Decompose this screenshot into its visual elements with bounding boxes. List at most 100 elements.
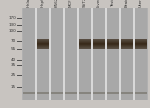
Bar: [51, 8, 63, 100]
Bar: [107, 45, 119, 46]
Text: Testis: Testis: [111, 0, 115, 7]
Bar: [121, 45, 133, 46]
Bar: [37, 45, 49, 46]
Bar: [37, 92, 49, 94]
Bar: [79, 40, 91, 41]
Text: 55: 55: [11, 47, 16, 51]
Bar: [121, 41, 133, 42]
Bar: [37, 42, 49, 43]
Bar: [105, 8, 107, 100]
Bar: [37, 47, 49, 48]
Bar: [79, 8, 91, 100]
Bar: [37, 45, 49, 46]
Bar: [63, 8, 65, 100]
Bar: [121, 47, 133, 48]
Bar: [135, 39, 147, 40]
Bar: [107, 43, 119, 44]
Bar: [107, 46, 119, 47]
Bar: [93, 8, 105, 100]
Bar: [37, 46, 49, 47]
Bar: [107, 40, 119, 41]
Bar: [135, 45, 147, 46]
Bar: [107, 39, 119, 40]
Bar: [79, 48, 91, 49]
Bar: [37, 8, 49, 100]
Bar: [23, 8, 35, 100]
Bar: [77, 8, 79, 100]
Bar: [93, 39, 105, 40]
Bar: [107, 48, 119, 49]
Bar: [107, 44, 119, 45]
Bar: [107, 8, 119, 100]
Bar: [121, 41, 133, 42]
Bar: [107, 92, 119, 94]
Bar: [107, 41, 119, 42]
Bar: [37, 40, 49, 41]
Bar: [79, 92, 91, 94]
Bar: [135, 41, 147, 42]
Bar: [135, 47, 147, 48]
Bar: [135, 40, 147, 41]
Bar: [107, 41, 119, 42]
Bar: [79, 43, 91, 44]
Bar: [135, 46, 147, 47]
Text: 15: 15: [11, 85, 16, 89]
Bar: [37, 41, 49, 42]
Bar: [37, 43, 49, 44]
Bar: [79, 44, 91, 45]
Bar: [65, 8, 77, 100]
Text: 25: 25: [11, 73, 16, 77]
Bar: [135, 42, 147, 43]
Bar: [79, 45, 91, 46]
Bar: [93, 46, 105, 47]
Text: 100: 100: [8, 29, 16, 33]
Text: MCF7: MCF7: [69, 0, 73, 7]
Bar: [121, 44, 133, 45]
Bar: [135, 45, 147, 46]
Bar: [91, 8, 93, 100]
Bar: [121, 43, 133, 44]
Bar: [135, 44, 147, 45]
Bar: [93, 40, 105, 41]
Bar: [79, 42, 91, 43]
Bar: [121, 92, 133, 94]
Bar: [93, 41, 105, 42]
Bar: [135, 43, 147, 44]
Bar: [107, 42, 119, 43]
Text: Brain: Brain: [125, 0, 129, 7]
Bar: [93, 44, 105, 45]
Bar: [93, 48, 105, 49]
Bar: [121, 8, 133, 100]
Bar: [93, 92, 105, 94]
Text: 130: 130: [8, 23, 16, 27]
Bar: [121, 45, 133, 46]
Bar: [37, 48, 49, 49]
Bar: [79, 45, 91, 46]
Bar: [37, 41, 49, 42]
Bar: [107, 45, 119, 46]
Bar: [65, 92, 77, 94]
Bar: [93, 45, 105, 46]
Text: 70: 70: [11, 39, 16, 43]
Bar: [121, 48, 133, 49]
Bar: [93, 47, 105, 48]
Text: 40: 40: [11, 58, 16, 62]
Bar: [93, 43, 105, 44]
Bar: [121, 46, 133, 47]
Bar: [51, 92, 63, 94]
Bar: [135, 41, 147, 42]
Bar: [135, 92, 147, 94]
Text: SVT2: SVT2: [83, 0, 87, 7]
Bar: [22, 8, 148, 100]
Text: Uterus: Uterus: [139, 0, 143, 7]
Text: Liver: Liver: [97, 0, 101, 7]
Bar: [93, 42, 105, 43]
Bar: [93, 45, 105, 46]
Bar: [79, 41, 91, 42]
Bar: [37, 44, 49, 45]
Text: K562: K562: [55, 0, 59, 7]
Bar: [37, 39, 49, 40]
Bar: [35, 8, 37, 100]
Bar: [79, 41, 91, 42]
Bar: [121, 39, 133, 40]
